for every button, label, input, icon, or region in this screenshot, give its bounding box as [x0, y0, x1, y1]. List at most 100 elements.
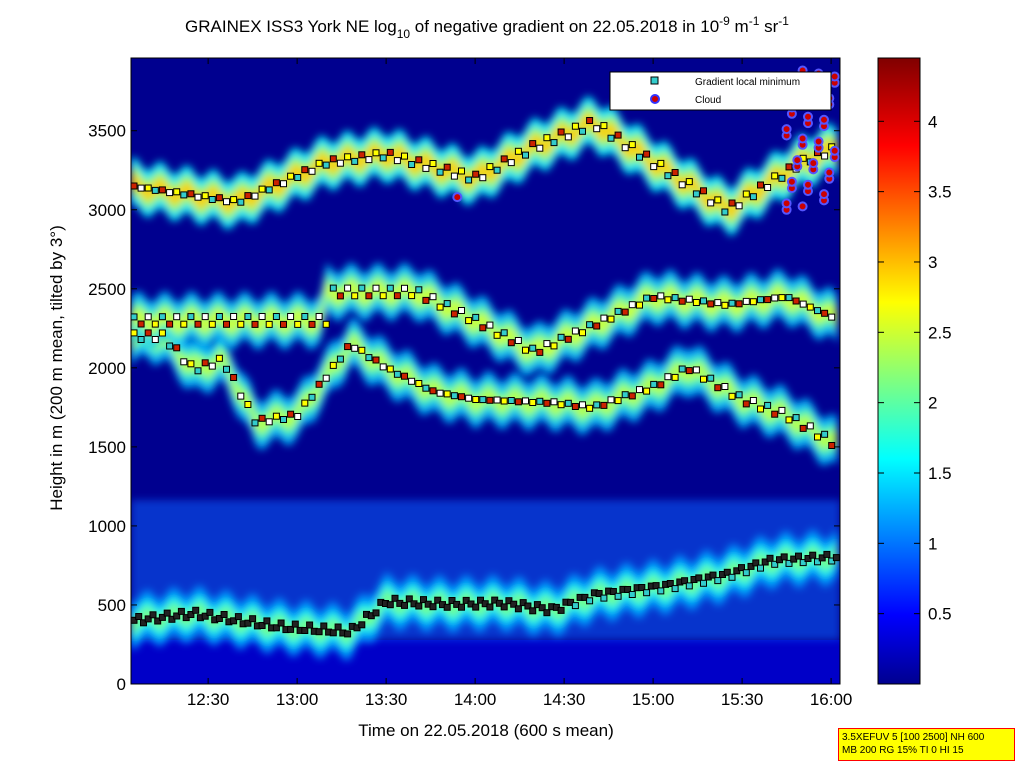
gradient-minimum-marker: [742, 569, 750, 577]
gradient-minimum-marker: [223, 320, 230, 328]
gradient-minimum-marker: [522, 151, 529, 159]
gradient-minimum-marker: [287, 172, 295, 180]
gradient-minimum-marker: [154, 617, 162, 625]
y-axis: 0 500 1000 1500 2000 2500 3000 3500: [88, 122, 840, 694]
y-tick-label: 1000: [88, 517, 126, 536]
gradient-minimum-marker: [237, 198, 245, 206]
colorbar: 0.5 1 1.5 2 2.5 3 3.5 4: [877, 57, 952, 685]
gradient-minimum-marker: [700, 297, 707, 305]
gradient-minimum-marker: [358, 151, 366, 159]
gradient-minimum-marker: [780, 553, 788, 561]
gradient-minimum-marker: [778, 174, 786, 182]
gradient-minimum-marker: [280, 180, 287, 188]
gradient-minimum-marker: [308, 167, 316, 175]
gradient-minimum-marker: [650, 295, 658, 302]
gradient-minimum-marker: [301, 313, 309, 320]
gradient-minimum-marker: [336, 355, 344, 363]
gradient-minimum-marker: [344, 284, 352, 292]
gradient-minimum-marker: [458, 167, 465, 175]
gradient-minimum-marker: [393, 370, 401, 378]
gradient-minimum-marker: [735, 391, 743, 399]
y-tick-label: 3500: [88, 122, 126, 141]
y-tick-label: 500: [98, 596, 126, 615]
colorbar-gradient: [877, 57, 921, 685]
heatmap-plot: [131, 58, 840, 684]
gradient-minimum-marker: [757, 181, 764, 189]
gradient-minimum-marker: [351, 292, 359, 300]
colorbar-tick-label: 0.5: [928, 605, 952, 624]
gradient-minimum-marker: [472, 170, 480, 178]
gradient-minimum-marker: [749, 193, 757, 201]
gradient-minimum-marker: [408, 377, 416, 385]
x-axis: 12:30 13:00 13:30 14:00 14:30 15:00 15:30 16:00: [187, 58, 852, 709]
gradient-minimum-marker: [158, 613, 166, 621]
colorbar-tick-label: 3.5: [928, 183, 952, 202]
cloud-marker: [797, 133, 808, 144]
gradient-minimum-marker: [621, 308, 629, 316]
y-tick-label: 0: [117, 675, 126, 694]
legend-box: [609, 71, 832, 111]
colorbar-tick-label: 1: [928, 534, 937, 553]
gradient-minimum-marker: [258, 313, 266, 320]
gradient-minimum-marker: [586, 117, 594, 124]
gradient-minimum-marker: [764, 296, 772, 304]
gradient-minimum-marker: [495, 599, 503, 607]
gradient-minimum-marker: [206, 608, 214, 616]
gradient-minimum-marker: [543, 609, 551, 617]
gradient-minimum-marker: [514, 147, 522, 155]
gradient-minimum-marker: [742, 400, 750, 408]
gradient-minimum-marker: [448, 597, 456, 604]
gradient-minimum-marker: [723, 568, 731, 576]
gradient-minimum-marker: [223, 365, 230, 373]
gradient-minimum-marker: [258, 414, 266, 422]
gradient-minimum-marker: [643, 589, 651, 597]
gradient-minimum-marker: [472, 396, 480, 403]
gradient-minimum-marker: [344, 153, 352, 161]
gradient-minimum-marker: [272, 412, 280, 420]
gradient-minimum-marker: [287, 313, 295, 320]
gradient-minimum-marker: [144, 184, 152, 192]
gradient-minimum-marker: [450, 392, 458, 400]
gradient-minimum-marker: [643, 387, 651, 395]
gradient-minimum-marker: [301, 627, 309, 634]
gradient-minimum-marker: [671, 373, 679, 381]
gradient-minimum-marker: [607, 315, 615, 323]
gradient-minimum-marker: [507, 159, 515, 167]
colorbar-tick-label: 1.5: [928, 464, 952, 483]
gradient-minimum-marker: [177, 607, 185, 615]
gradient-minimum-marker: [187, 611, 195, 618]
gradient-minimum-marker: [664, 373, 672, 381]
gradient-minimum-marker: [294, 320, 302, 328]
gradient-minimum-marker: [600, 401, 608, 409]
gradient-minimum-marker: [479, 174, 487, 182]
gradient-minimum-marker: [443, 300, 451, 308]
gradient-minimum-marker: [486, 321, 494, 329]
gradient-minimum-marker: [365, 354, 373, 362]
gradient-minimum-marker: [771, 172, 779, 180]
gradient-minimum-marker: [436, 389, 444, 397]
cloud-marker: [781, 198, 792, 209]
gradient-minimum-marker: [785, 294, 793, 302]
gradient-minimum-marker: [194, 193, 202, 201]
gradient-minimum-marker: [692, 366, 700, 374]
gradient-minimum-marker: [792, 297, 800, 305]
cloud-marker: [786, 176, 797, 187]
gradient-minimum-marker: [131, 313, 138, 321]
gradient-minimum-marker: [607, 396, 615, 404]
x-tick-label: 12:30: [187, 690, 230, 709]
gradient-minimum-marker: [265, 320, 273, 328]
gradient-minimum-marker: [628, 301, 636, 309]
gradient-minimum-marker: [429, 293, 437, 301]
gradient-minimum-marker: [429, 387, 437, 395]
gradient-minimum-marker: [277, 619, 285, 627]
gradient-minimum-marker: [230, 374, 238, 381]
gradient-minimum-marker: [557, 606, 565, 614]
gradient-minimum-marker: [500, 155, 508, 163]
gradient-minimum-marker: [806, 303, 814, 311]
gradient-minimum-marker: [692, 299, 700, 306]
gradient-minimum-marker: [571, 403, 579, 410]
gradient-minimum-marker: [450, 172, 458, 180]
gradient-minimum-marker: [237, 392, 245, 400]
gradient-minimum-marker: [135, 613, 143, 620]
